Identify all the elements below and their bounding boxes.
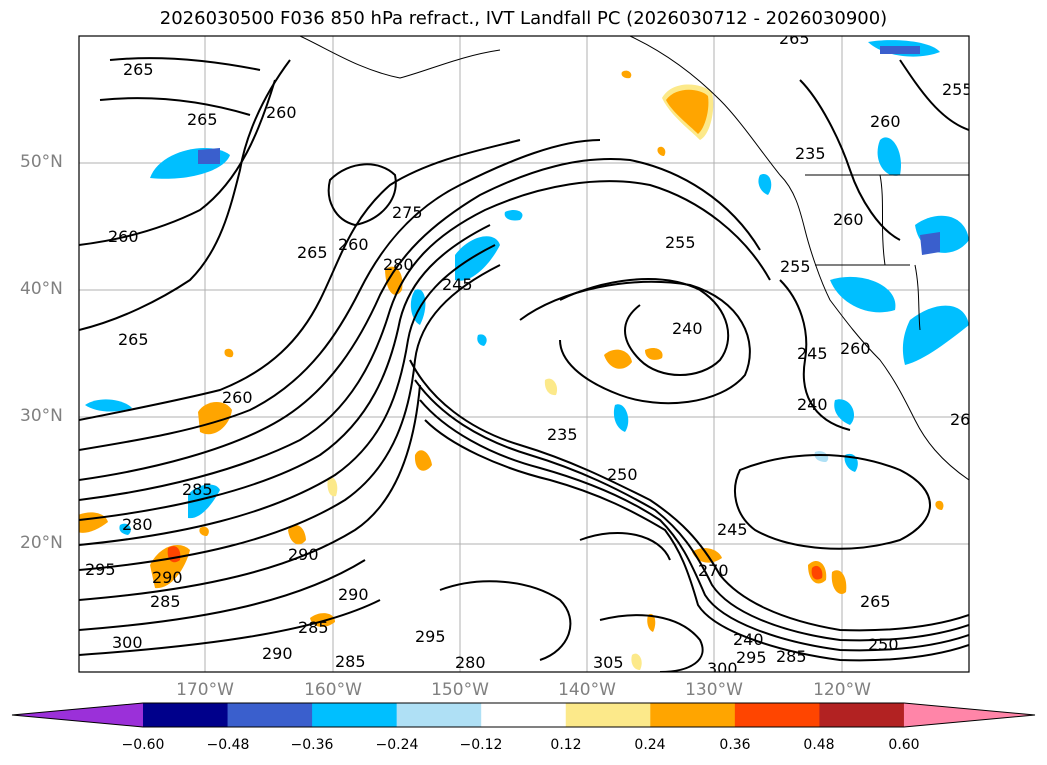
lat-label-40n: 40°N: [20, 279, 63, 299]
map-title: 2026030500 F036 850 hPa refract., IVT La…: [159, 8, 888, 29]
colorbar-segment: [312, 703, 398, 727]
contour-label: 265: [123, 60, 154, 79]
lat-label-50n: 50°N: [20, 152, 63, 172]
contour-label: 260: [222, 388, 253, 407]
contour-label: 290: [262, 644, 293, 663]
contour-label: 260: [266, 103, 297, 122]
lat-label-30n: 30°N: [20, 406, 63, 426]
contour-label: 290: [338, 585, 369, 604]
contour-label: 265: [297, 243, 328, 262]
lon-label-150w: 150°W: [431, 680, 489, 700]
colorbar-tick: 0.12: [550, 737, 582, 753]
contour-label: 270: [698, 561, 729, 580]
contour-label: 250: [607, 465, 638, 484]
contour-label: 285: [298, 618, 329, 637]
colorbar-tick: −0.12: [459, 737, 503, 753]
contour-label: 300: [112, 633, 143, 652]
contour-label: 290: [152, 568, 183, 587]
lat-label-20n: 20°N: [20, 533, 63, 553]
colorbar-segment: [227, 703, 313, 727]
contour-label: 280: [383, 255, 414, 274]
contour-label: 235: [547, 425, 578, 444]
colorbar-tick: −0.36: [290, 737, 334, 753]
contour-label: 260: [870, 112, 901, 131]
contour-label: 285: [150, 592, 181, 611]
contour-label: 240: [733, 630, 764, 649]
colorbar-extend-low: [12, 703, 143, 727]
contour-label: 245: [442, 275, 473, 294]
contour-label: 285: [335, 652, 366, 671]
contour-label: 265: [187, 110, 218, 129]
lon-label-140w: 140°W: [558, 680, 616, 700]
contour-label: 285: [182, 480, 213, 499]
lon-label-120w: 120°W: [813, 680, 871, 700]
contour-label: 255: [665, 233, 696, 252]
contour-label: 265: [779, 29, 810, 48]
colorbar-tick: 0.48: [803, 737, 835, 753]
colorbar-segment: [819, 703, 905, 727]
contour-label: 295: [415, 627, 446, 646]
contour-label: 285: [776, 647, 807, 666]
colorbar-segment: [396, 703, 482, 727]
colorbar-segment: [650, 703, 736, 727]
colorbar-outline: [11, 702, 1036, 728]
contour-label: 295: [736, 648, 767, 667]
negative-anomaly-patches: [85, 40, 969, 535]
contour-label: 255: [780, 257, 811, 276]
contour-label: 235: [795, 144, 826, 163]
contour-label: 265: [118, 330, 149, 349]
colorbar-tick: −0.24: [375, 737, 419, 753]
contour-label: 260: [108, 227, 139, 246]
contour-label: 245: [797, 344, 828, 363]
contour-label: 265: [860, 592, 891, 611]
colorbar-segment: [734, 703, 820, 727]
contour-label: 260: [833, 210, 864, 229]
contour-label: 245: [717, 520, 748, 539]
contour-label: 260: [338, 235, 369, 254]
colorbar-extend-high: [903, 703, 1035, 727]
colorbar-segment: [481, 703, 567, 727]
contour-label: 295: [85, 560, 116, 579]
contour-label: 265: [950, 410, 981, 429]
coastlines: [299, 36, 969, 481]
contour-label: 280: [122, 515, 153, 534]
contour-label: 305: [593, 653, 624, 672]
colorbar-tick: 0.60: [888, 737, 920, 753]
contour-label: 240: [672, 319, 703, 338]
lon-label-170w: 170°W: [176, 680, 234, 700]
lon-label-160w: 160°W: [304, 680, 362, 700]
colorbar-tick: −0.60: [121, 737, 165, 753]
colorbar-tick: 0.24: [634, 737, 666, 753]
refractivity-contours: [79, 57, 969, 672]
colorbar-tick: −0.48: [206, 737, 250, 753]
colorbar-segment: [565, 703, 651, 727]
colorbar: [11, 702, 1036, 728]
contour-label: 275: [392, 203, 423, 222]
contour-label: 240: [797, 395, 828, 414]
lon-label-130w: 130°W: [685, 680, 743, 700]
colorbar-segment: [143, 703, 229, 727]
contour-labels: 265 265 260 260 265 260 265 275 260 265 …: [85, 29, 981, 678]
contour-label: 255: [942, 80, 973, 99]
plot-frame: [78, 35, 970, 673]
contour-label: 250: [868, 635, 899, 654]
contour-label: 280: [455, 653, 486, 672]
contour-label: 300: [707, 659, 738, 678]
contour-label: 290: [288, 545, 319, 564]
colorbar-tick: 0.36: [719, 737, 751, 753]
contour-label: 260: [840, 339, 871, 358]
